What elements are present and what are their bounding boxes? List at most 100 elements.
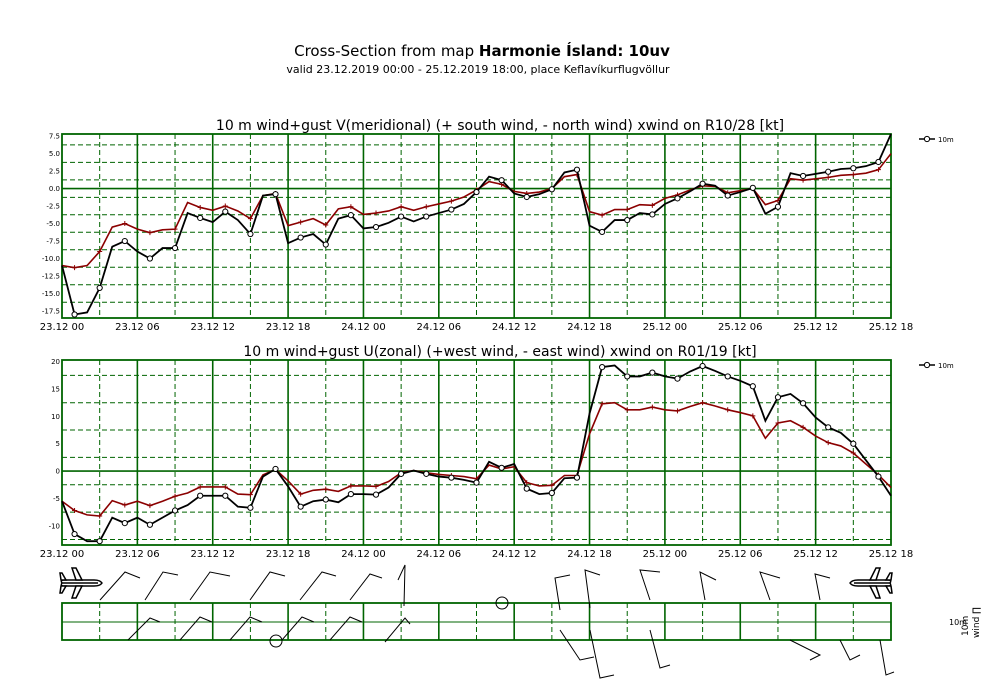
meridional-10m-marker <box>825 168 832 175</box>
wind-barb <box>554 574 571 611</box>
meridional-y-tick-label: 0.0 <box>49 185 60 193</box>
meridional-10m-marker <box>272 191 279 198</box>
wind-barb <box>189 571 231 601</box>
wind-barb <box>649 629 671 669</box>
wind-barb <box>397 564 406 607</box>
meridional-y-tick-label: -2.5 <box>46 203 60 211</box>
wind-barb <box>127 617 161 641</box>
zonal-10m-marker <box>347 490 354 498</box>
meridional-10m-marker <box>423 213 430 220</box>
meridional-10m-marker <box>599 228 606 236</box>
meridional-gust-marker <box>97 249 103 255</box>
zonal-gust-marker <box>348 483 354 489</box>
meridional-10m-marker <box>96 284 103 292</box>
wind-barb <box>559 629 595 661</box>
meridional-x-tick-label: 23.12 00 <box>40 322 85 333</box>
zonal-10m-marker <box>71 530 78 538</box>
zonal-series <box>61 362 892 545</box>
zonal-10m-marker <box>297 503 304 510</box>
zonal-10m-marker <box>247 504 254 511</box>
zonal-legend: 10m <box>919 361 954 370</box>
wind-barb <box>329 616 363 641</box>
wind-barb <box>349 573 383 601</box>
zonal-10m-marker <box>498 464 505 471</box>
zonal-x-tick-label: 25.12 12 <box>793 549 838 560</box>
meridional-gust-marker <box>423 204 429 210</box>
wind-barb <box>249 571 286 601</box>
meridional-y-ticks: 7.5 5.0 2.5 0.0 -2.5 -5.0 -7.5 -10.0 -12.5 -15.0 -… <box>42 133 60 316</box>
zonal-y-ticks: 20 15 10 5 0 -5 -10 <box>49 358 60 530</box>
meridional-gust-marker <box>448 198 454 204</box>
meridional-x-tick-label: 23.12 06 <box>115 322 160 333</box>
zonal-x-tick-label: 23.12 06 <box>115 549 160 560</box>
zonal-gust-marker <box>775 420 781 426</box>
zonal-gust-marker <box>72 508 78 514</box>
zonal-10m-marker <box>146 521 154 528</box>
zonal-10m-marker <box>423 470 430 477</box>
meridional-10m-marker <box>498 177 505 184</box>
meridional-10m-marker <box>71 311 78 318</box>
meridional-10m-marker <box>247 230 254 238</box>
zonal-10m-marker <box>272 465 279 473</box>
meridional-10m-marker <box>799 172 807 180</box>
zonal-gust-marker <box>298 491 304 497</box>
zonal-gust-marker <box>247 492 253 498</box>
meridional-y-tick-label: -5.0 <box>46 220 60 228</box>
wind-barb <box>584 569 601 609</box>
meridional-y-tick-label: -12.5 <box>42 273 60 281</box>
barb-axis-label-wind: wind ∏ <box>972 607 982 638</box>
zonal-10m-marker <box>825 424 832 431</box>
meridional-gust-marker <box>373 210 379 216</box>
zonal-x-tick-label: 23.12 12 <box>190 549 235 560</box>
zonal-x-tick-label: 24.12 18 <box>567 549 612 560</box>
meridional-10m-marker <box>222 208 229 215</box>
zonal-legend-marker <box>923 361 931 369</box>
zonal-x-tick-label: 25.12 18 <box>869 549 914 560</box>
wind-barb <box>384 617 411 643</box>
meridional-series <box>61 133 892 318</box>
zonal-gust-marker <box>850 450 856 456</box>
zonal-x-tick-label: 23.12 18 <box>266 549 311 560</box>
meridional-gust-marker <box>147 230 153 236</box>
meridional-10m-marker <box>398 213 405 220</box>
zonal-gust-marker <box>323 486 329 492</box>
meridional-10m-marker <box>146 255 154 262</box>
zonal-gust-marker <box>524 480 530 486</box>
zonal-y-tick-label: -10 <box>49 522 60 530</box>
zonal-x-tick-label: 23.12 00 <box>40 549 85 560</box>
zonal-10m-marker <box>548 489 555 497</box>
meridional-gust-marker <box>825 174 831 180</box>
zonal-gust-marker <box>97 513 103 519</box>
meridional-x-tick-label: 23.12 18 <box>266 322 311 333</box>
zonal-x-ticks: 23.12 00 23.12 06 23.12 12 23.12 18 24.12 00… <box>40 549 914 560</box>
main-subtitle: valid 23.12.2019 00:00 - 25.12.2019 18:0… <box>286 63 670 76</box>
meridional-gust-marker <box>624 207 630 213</box>
meridional-grid <box>61 133 892 319</box>
meridional-x-tick-label: 24.12 18 <box>567 322 612 333</box>
zonal-gust-marker <box>197 484 203 490</box>
main-title: Cross-Section from map Harmonie Ísland: … <box>294 41 670 60</box>
meridional-legend-label: 10m <box>938 136 954 144</box>
zonal-gust-marker <box>222 484 228 490</box>
wind-barb <box>879 639 895 676</box>
meridional-legend: 10m <box>919 135 954 144</box>
zonal-gust-marker <box>122 502 128 508</box>
meridional-10m-marker <box>121 237 128 245</box>
meridional-10m-marker <box>774 203 782 210</box>
meridional-x-ticks: 23.12 00 23.12 06 23.12 12 23.12 18 24.12 00… <box>40 322 914 333</box>
meridional-x-tick-label: 25.12 06 <box>718 322 763 333</box>
calm-circle <box>495 596 509 610</box>
zonal-gust-marker <box>624 407 630 413</box>
zonal-gust-marker <box>750 413 756 419</box>
zonal-10m-marker <box>649 369 656 376</box>
zonal-gust-marker <box>172 493 178 499</box>
meridional-frame <box>61 133 892 319</box>
meridional-10m-marker <box>448 206 455 213</box>
zonal-gust-marker <box>800 424 806 430</box>
wind-barb-grid <box>61 602 892 641</box>
zonal-gust-marker <box>549 482 555 488</box>
zonal-10m-marker <box>724 373 731 380</box>
meridional-x-tick-label: 24.12 00 <box>341 322 386 333</box>
barb-axis-label-height: 10m <box>961 616 971 636</box>
